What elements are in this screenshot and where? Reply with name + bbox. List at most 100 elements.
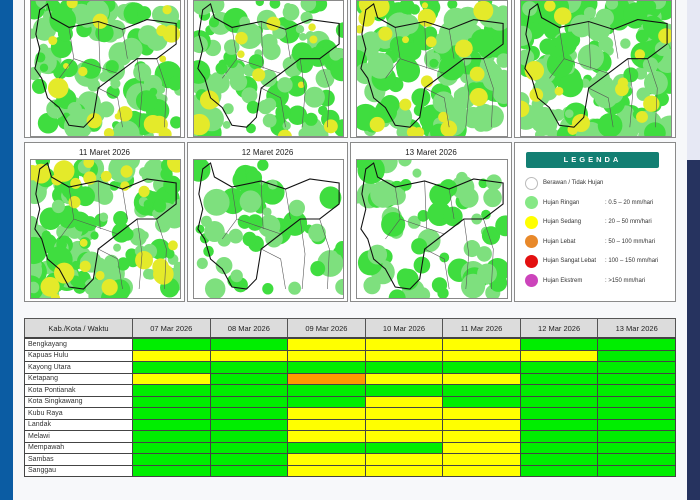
forecast-cell <box>287 372 366 385</box>
region-name: Melawi <box>24 430 133 443</box>
map-panel <box>514 0 676 138</box>
region-name: Sambas <box>24 453 133 466</box>
forecast-cell <box>519 407 599 420</box>
forecast-cell <box>132 418 211 431</box>
forecast-cell <box>442 464 521 477</box>
forecast-cell <box>519 384 599 397</box>
forecast-cell <box>597 418 676 431</box>
forecast-cell <box>287 464 366 477</box>
region-name: Ketapang <box>24 372 133 385</box>
forecast-cell <box>364 395 444 408</box>
legend-range: : 20 – 50 mm/hari <box>605 219 652 225</box>
rainfall-map <box>30 159 181 299</box>
rainfall-map <box>193 159 344 299</box>
map-panel: 13 Maret 2026 <box>350 142 512 302</box>
region-name: Kayong Utara <box>24 361 133 374</box>
legend-color-swatch-icon <box>525 215 538 229</box>
region-name: Landak <box>24 418 133 431</box>
legend-range: : 0.5 – 20 mm/hari <box>605 199 654 206</box>
forecast-cell <box>287 441 366 454</box>
forecast-cell <box>442 337 521 351</box>
region-name: Mempawah <box>24 441 133 454</box>
forecast-cell <box>597 349 676 362</box>
forecast-cell <box>364 464 444 477</box>
forecast-cell <box>519 430 599 443</box>
legend-color-swatch-icon <box>525 176 538 190</box>
forecast-cell <box>519 337 599 351</box>
forecast-cell <box>209 453 289 466</box>
rainfall-map <box>356 0 508 137</box>
legend-range: : 100 – 150 mm/hari <box>605 258 659 264</box>
forecast-cell <box>132 395 211 408</box>
legend-item: Hujan Lebat: 50 – 100 mm/hari <box>525 235 655 249</box>
table-row: Bengkayang <box>24 337 676 351</box>
forecast-cell <box>597 395 676 408</box>
legend-item: Berawan / Tidak Hujan <box>525 176 603 190</box>
rainfall-map <box>193 0 344 137</box>
forecast-cell <box>132 407 211 420</box>
table-header-date: 11 Mar 2026 <box>442 318 521 339</box>
forecast-cell <box>519 453 599 466</box>
table-row: Kota Singkawang <box>24 395 676 408</box>
forecast-cell <box>597 407 676 420</box>
forecast-cell <box>132 337 211 351</box>
table-header-date: 07 Mar 2026 <box>132 318 211 339</box>
region-name: Kota Pontianak <box>24 384 133 397</box>
forecast-cell <box>597 453 676 466</box>
forecast-cell <box>442 441 521 454</box>
forecast-cell <box>442 418 521 431</box>
forecast-cell <box>287 430 366 443</box>
forecast-cell <box>209 407 289 420</box>
table-row: Ketapang <box>24 372 676 385</box>
forecast-cell <box>442 395 521 408</box>
table-row: Melawi <box>24 430 676 443</box>
forecast-cell <box>442 372 521 385</box>
table-row: Kayong Utara <box>24 361 676 374</box>
legend-range: : >150 mm/hari <box>605 277 646 284</box>
forecast-cell <box>209 349 289 362</box>
forecast-cell <box>597 361 676 374</box>
map-panel <box>24 0 185 138</box>
forecast-cell <box>364 361 444 374</box>
forecast-cell <box>519 361 599 374</box>
table-row: Sanggau <box>24 464 676 477</box>
forecast-cell <box>442 384 521 397</box>
forecast-cell <box>364 349 444 362</box>
legend-item: Hujan Ringan : 0.5 – 20 mm/hari <box>525 196 653 210</box>
table-header-date: 13 Mar 2026 <box>597 318 676 339</box>
forecast-cell <box>209 384 289 397</box>
forecast-cell <box>132 441 211 454</box>
forecast-cell <box>519 349 599 362</box>
forecast-cell <box>442 430 521 443</box>
forecast-cell <box>209 430 289 443</box>
forecast-cell <box>519 464 599 477</box>
table-header-date: 12 Mar 2026 <box>519 318 599 339</box>
forecast-cell <box>209 361 289 374</box>
map-date-label: 11 Maret 2026 <box>79 148 130 157</box>
table-header-date: 10 Mar 2026 <box>364 318 444 339</box>
forecast-cell <box>209 464 289 477</box>
legend-color-swatch-icon <box>525 274 538 287</box>
legend-label: Hujan Ringan <box>543 199 580 206</box>
forecast-cell <box>287 453 366 466</box>
region-name: Kota Singkawang <box>24 395 133 408</box>
left-border-strip <box>0 0 13 500</box>
map-panel: 11 Maret 2026 <box>24 142 185 302</box>
table-row: Landak <box>24 418 676 431</box>
forecast-cell <box>132 453 211 466</box>
forecast-cell <box>209 337 289 351</box>
forecast-cell <box>209 395 289 408</box>
forecast-cell <box>287 384 366 397</box>
forecast-cell <box>287 418 366 431</box>
forecast-cell <box>209 418 289 431</box>
table-row: Kapuas Hulu <box>24 349 676 362</box>
table-row: Mempawah <box>24 441 676 454</box>
legend-item: Hujan Ekstrem: >150 mm/hari <box>525 274 645 288</box>
forecast-cell <box>209 441 289 454</box>
legend-label: Hujan Lebat <box>543 238 576 245</box>
legend-item: Hujan Sedang: 20 – 50 mm/hari <box>525 215 652 229</box>
legend-panel: LEGENDA Berawan / Tidak Hujan Hujan Ringa… <box>514 142 676 302</box>
forecast-cell <box>364 407 444 420</box>
forecast-cell <box>519 395 599 408</box>
forecast-cell <box>519 372 599 385</box>
